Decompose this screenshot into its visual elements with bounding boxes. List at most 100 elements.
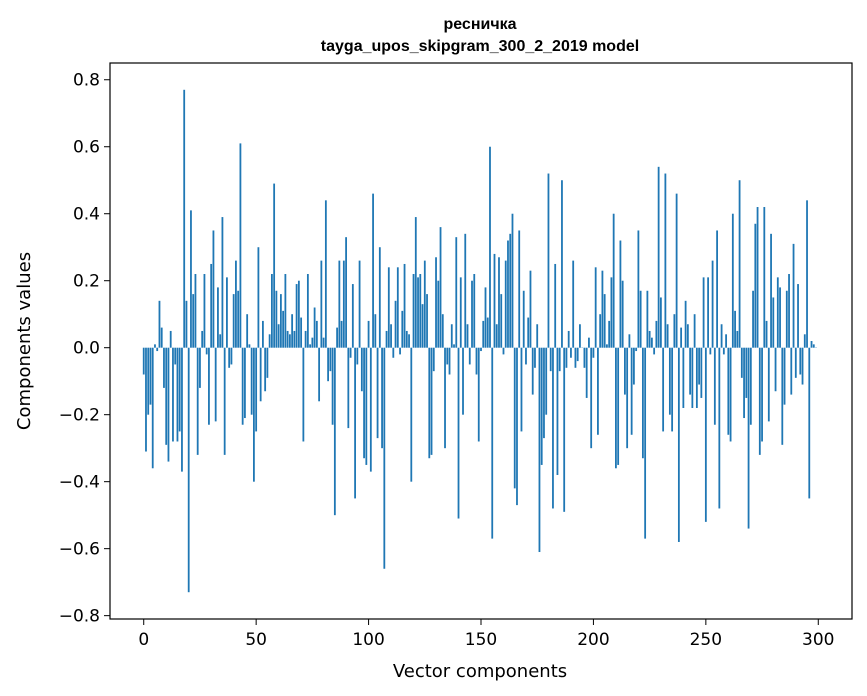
bar-121 xyxy=(414,217,417,348)
bar-17 xyxy=(181,347,183,472)
bar-19 xyxy=(185,300,188,348)
bar-83 xyxy=(329,347,332,372)
bar-229 xyxy=(657,166,660,348)
bar-106 xyxy=(381,347,383,449)
bar-133 xyxy=(441,314,444,348)
bar-127 xyxy=(428,347,431,459)
bar-242 xyxy=(686,324,689,348)
bar-31 xyxy=(212,230,215,348)
bar-271 xyxy=(752,290,754,348)
bar-23 xyxy=(194,274,197,348)
bar-120 xyxy=(412,274,415,348)
bar-67 xyxy=(293,330,296,348)
bar-77 xyxy=(315,320,318,348)
bar-136 xyxy=(448,347,451,375)
bar-118 xyxy=(408,334,410,348)
bar-series xyxy=(142,89,817,593)
bar-294 xyxy=(803,334,806,348)
bar-146 xyxy=(471,280,473,348)
bar-104 xyxy=(376,347,379,439)
bar-91 xyxy=(347,347,350,429)
bar-110 xyxy=(390,324,392,348)
bar-59 xyxy=(275,290,278,348)
bar-226 xyxy=(650,337,653,348)
bar-46 xyxy=(246,314,249,348)
bar-119 xyxy=(410,347,413,482)
bar-258 xyxy=(722,347,725,355)
bar-134 xyxy=(444,347,446,449)
bar-66 xyxy=(291,314,294,348)
bar-265 xyxy=(738,180,741,348)
x-tick-label: 50 xyxy=(245,630,267,650)
bar-250 xyxy=(704,347,707,522)
bar-57 xyxy=(270,274,273,348)
bar-227 xyxy=(653,347,656,355)
bar-6 xyxy=(156,347,159,352)
bar-74 xyxy=(309,344,312,348)
bar-239 xyxy=(680,327,683,348)
bar-135 xyxy=(446,347,449,365)
y-tick-label: −0.4 xyxy=(59,473,100,493)
bar-246 xyxy=(695,347,698,408)
bar-132 xyxy=(439,227,442,348)
bar-219 xyxy=(635,347,638,352)
bar-18 xyxy=(183,89,186,348)
bar-225 xyxy=(648,330,651,348)
bar-183 xyxy=(554,263,557,348)
bar-176 xyxy=(538,347,541,553)
bar-75 xyxy=(311,337,314,348)
bar-102 xyxy=(372,193,374,348)
bar-1 xyxy=(145,347,147,452)
bar-94 xyxy=(354,347,356,499)
bar-228 xyxy=(655,320,658,348)
bar-80 xyxy=(322,337,325,348)
bar-180 xyxy=(547,173,550,348)
bar-198 xyxy=(588,337,590,348)
bar-272 xyxy=(754,223,757,348)
bar-204 xyxy=(601,270,604,348)
bar-290 xyxy=(794,347,797,378)
bar-39 xyxy=(230,347,233,365)
bar-126 xyxy=(426,294,428,348)
bar-70 xyxy=(300,317,303,348)
bar-129 xyxy=(432,347,435,372)
bar-189 xyxy=(567,330,570,348)
bar-256 xyxy=(718,347,721,509)
bar-211 xyxy=(617,347,620,465)
bar-139 xyxy=(455,237,458,348)
bar-73 xyxy=(306,274,309,348)
bar-194 xyxy=(579,324,581,348)
x-tick-label: 300 xyxy=(802,630,834,650)
bar-137 xyxy=(450,324,453,348)
bar-235 xyxy=(671,347,674,432)
bar-220 xyxy=(637,230,640,348)
bar-35 xyxy=(221,217,224,348)
bar-49 xyxy=(253,347,255,482)
bar-40 xyxy=(232,294,235,348)
bar-193 xyxy=(576,347,579,362)
bar-64 xyxy=(286,330,289,348)
bar-108 xyxy=(385,330,388,348)
bar-153 xyxy=(486,317,489,348)
bar-101 xyxy=(369,347,372,472)
bar-2 xyxy=(147,347,150,415)
bar-182 xyxy=(552,347,554,509)
bar-130 xyxy=(435,257,437,348)
bar-97 xyxy=(360,347,363,392)
bar-112 xyxy=(394,300,397,348)
bar-44 xyxy=(241,347,244,425)
bar-33 xyxy=(217,287,219,348)
bar-287 xyxy=(788,274,790,348)
bar-244 xyxy=(691,347,694,408)
bar-276 xyxy=(763,207,766,348)
bar-155 xyxy=(491,347,494,539)
bar-217 xyxy=(630,347,633,435)
bar-140 xyxy=(457,347,460,519)
bar-179 xyxy=(545,347,548,415)
bar-209 xyxy=(612,213,615,348)
bar-143 xyxy=(464,233,467,348)
bar-293 xyxy=(801,347,804,385)
bar-43 xyxy=(239,143,242,348)
bar-266 xyxy=(740,347,743,378)
bar-213 xyxy=(621,280,624,348)
